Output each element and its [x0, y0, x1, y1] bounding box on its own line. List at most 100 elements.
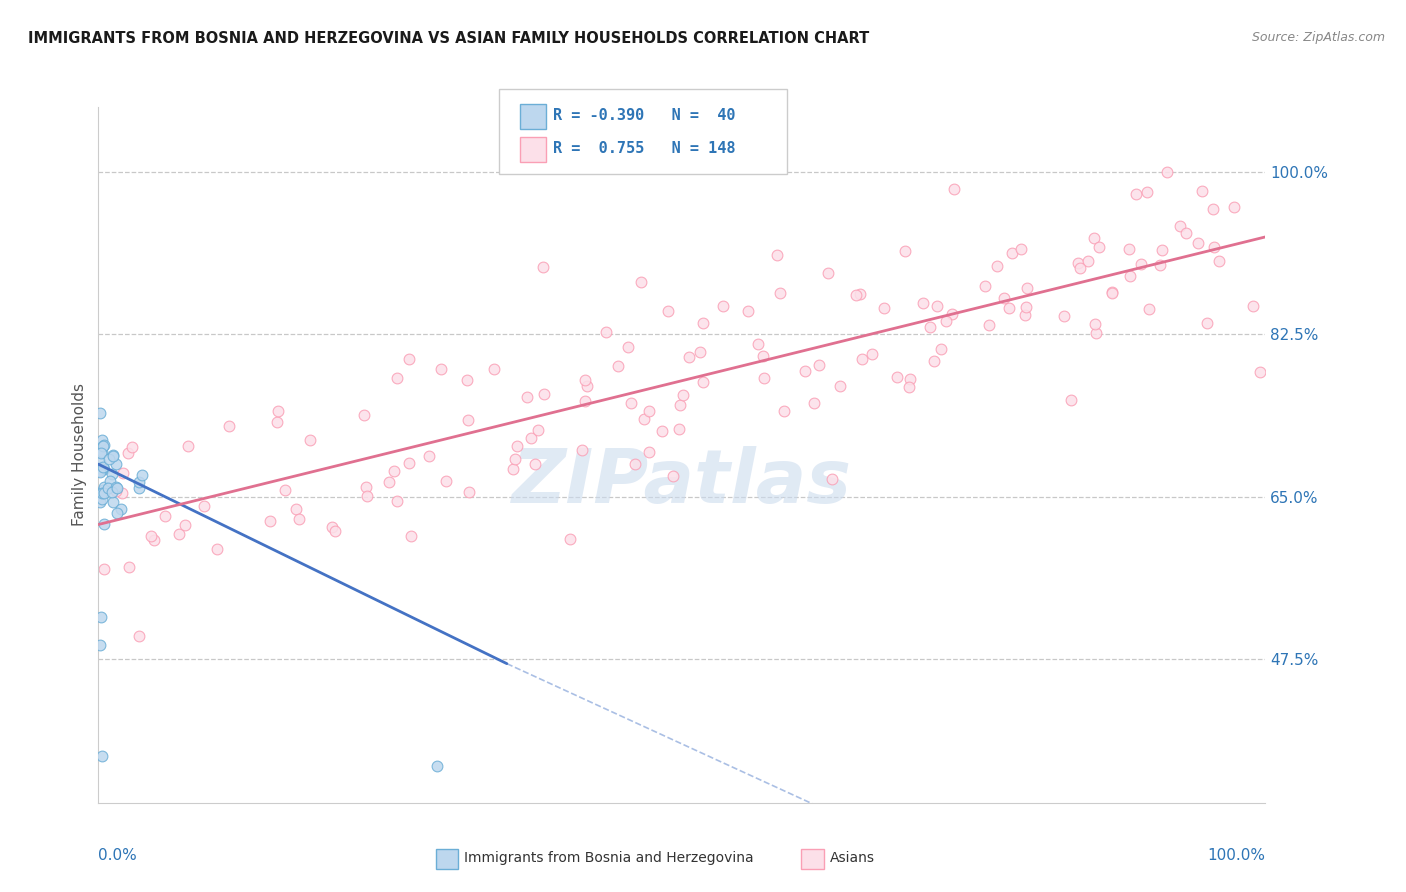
Point [737, 304, 759, 318]
Point [638, 444, 661, 458]
Point [299, 433, 322, 447]
Point [91, 462, 114, 476]
Point [1197, 317, 1219, 331]
Point [845, 288, 868, 302]
Point [101, 494, 124, 508]
Point [91, 433, 114, 447]
Point [893, 244, 915, 259]
Point [434, 474, 457, 488]
Point [90, 446, 112, 460]
Point [91, 483, 114, 497]
Point [531, 260, 554, 274]
Text: ZIPatlas: ZIPatlas [512, 446, 852, 519]
Point [90, 459, 112, 474]
Point [1101, 285, 1123, 299]
Point [668, 398, 690, 412]
Point [353, 408, 375, 422]
Point [128, 629, 150, 643]
Point [851, 352, 873, 367]
Point [287, 512, 309, 526]
Point [638, 404, 661, 418]
Point [807, 358, 830, 372]
Point [527, 423, 550, 437]
Point [377, 475, 399, 489]
Point [97, 481, 120, 495]
Point [678, 350, 700, 364]
Point [458, 484, 481, 499]
Point [803, 396, 825, 410]
Point [575, 379, 598, 393]
Point [1208, 254, 1230, 268]
Point [89, 638, 111, 652]
Point [1150, 243, 1173, 257]
Point [506, 440, 529, 454]
Point [418, 450, 440, 464]
Point [1077, 254, 1099, 268]
Point [897, 379, 920, 393]
Point [752, 371, 775, 385]
Point [93, 517, 115, 532]
Point [141, 529, 163, 543]
Point [1156, 164, 1178, 178]
Point [1119, 269, 1142, 284]
Point [456, 374, 478, 388]
Point [153, 509, 176, 524]
Point [1101, 285, 1123, 300]
Point [93, 480, 115, 494]
Point [574, 394, 596, 409]
Point [401, 529, 423, 543]
Point [942, 182, 965, 196]
Point [630, 275, 652, 289]
Point [1249, 365, 1271, 379]
Text: Source: ZipAtlas.com: Source: ZipAtlas.com [1251, 31, 1385, 45]
Y-axis label: Family Households: Family Households [72, 384, 87, 526]
Point [1187, 235, 1209, 250]
Point [384, 464, 406, 478]
Point [1069, 260, 1091, 275]
Point [89, 406, 111, 420]
Point [516, 390, 538, 404]
Point [387, 493, 409, 508]
Point [1085, 326, 1108, 341]
Text: 0.0%: 0.0% [98, 848, 138, 863]
Point [323, 524, 346, 538]
Point [426, 758, 449, 772]
Point [266, 415, 288, 429]
Point [1014, 308, 1036, 322]
Point [112, 466, 135, 480]
Point [747, 336, 769, 351]
Point [90, 610, 112, 624]
Text: Immigrants from Bosnia and Herzegovina: Immigrants from Bosnia and Herzegovina [464, 851, 754, 865]
Point [768, 286, 790, 301]
Point [993, 291, 1015, 305]
Point [558, 532, 581, 546]
Point [110, 502, 132, 516]
Point [606, 359, 628, 373]
Point [117, 446, 139, 460]
Point [1241, 299, 1264, 313]
Point [356, 489, 378, 503]
Point [817, 266, 839, 280]
Point [101, 484, 124, 499]
Point [457, 413, 479, 427]
Point [1001, 245, 1024, 260]
Point [354, 480, 377, 494]
Point [713, 299, 735, 313]
Point [925, 299, 948, 313]
Point [672, 388, 695, 402]
Point [259, 514, 281, 528]
Point [142, 533, 165, 548]
Point [830, 379, 852, 393]
Point [1067, 255, 1090, 269]
Point [1139, 301, 1161, 316]
Point [398, 351, 420, 366]
Point [1149, 258, 1171, 272]
Point [524, 457, 547, 471]
Point [89, 455, 111, 469]
Point [689, 345, 711, 359]
Text: IMMIGRANTS FROM BOSNIA AND HERZEGOVINA VS ASIAN FAMILY HOUSEHOLDS CORRELATION CH: IMMIGRANTS FROM BOSNIA AND HERZEGOVINA V… [28, 31, 869, 46]
Point [935, 314, 957, 328]
Point [91, 491, 114, 506]
Point [633, 412, 655, 426]
Point [91, 485, 114, 500]
